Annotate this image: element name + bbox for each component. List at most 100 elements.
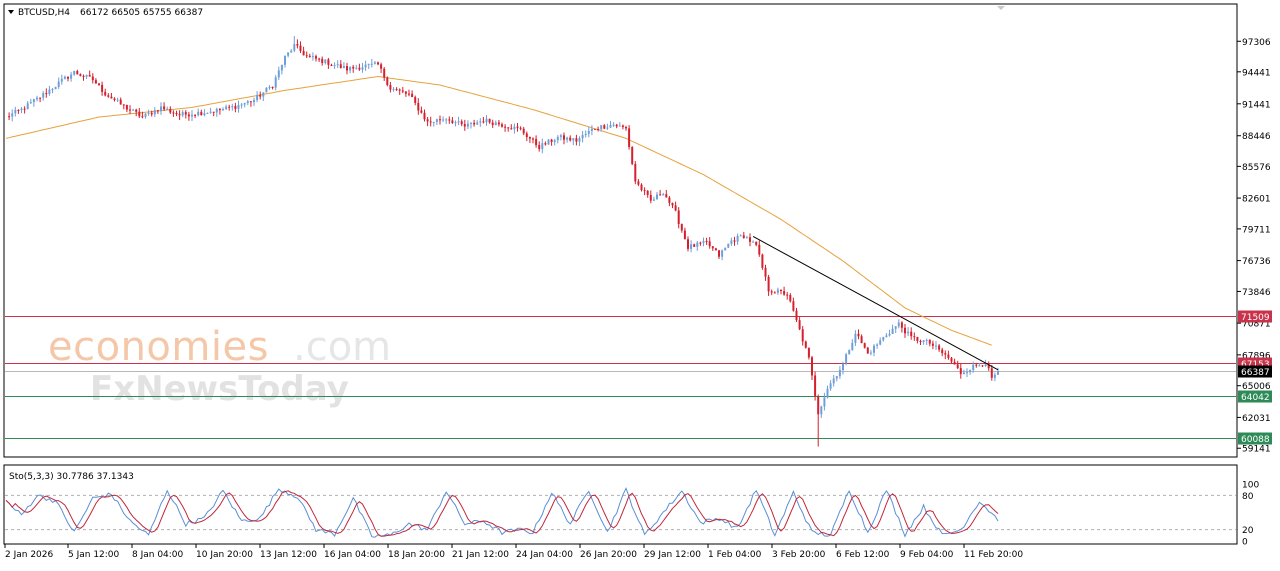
- candle-body: [42, 93, 45, 98]
- candle-body: [569, 137, 572, 141]
- candle-body: [497, 122, 500, 125]
- candle-body: [454, 122, 457, 124]
- candle-body: [249, 101, 252, 103]
- candle-body: [683, 230, 686, 240]
- candle-body: [91, 76, 94, 81]
- candle-body: [928, 339, 931, 344]
- candle-body: [649, 194, 652, 201]
- candle-body: [761, 254, 764, 268]
- candle-body: [944, 353, 947, 355]
- candle-body: [888, 333, 891, 336]
- candle-body: [237, 105, 240, 109]
- candle-body: [476, 122, 479, 125]
- candle-body: [296, 44, 299, 46]
- candle-body: [727, 243, 730, 248]
- candle-body: [671, 202, 674, 206]
- time-tick-label: 2 Jan 2026: [5, 550, 53, 560]
- candle-body: [485, 118, 488, 123]
- candle-body: [367, 63, 370, 65]
- candle-body: [373, 62, 376, 64]
- candle-body: [972, 364, 975, 370]
- candle-body: [271, 86, 274, 88]
- candle-body: [798, 320, 801, 330]
- candle-body: [935, 345, 937, 347]
- candle-body: [860, 336, 863, 344]
- candle-body: [426, 119, 429, 122]
- candle-body: [535, 138, 538, 146]
- candle-body: [51, 89, 54, 91]
- candle-body: [975, 364, 978, 366]
- candle-body: [76, 71, 79, 75]
- candle-body: [342, 66, 345, 68]
- candle-body: [919, 340, 922, 343]
- stochastic-label: Sto(5,3,3) 30.7786 37.1343: [9, 472, 134, 482]
- candle-body: [978, 365, 981, 367]
- candle-body: [528, 137, 531, 139]
- candle-body: [959, 368, 962, 375]
- ohlc-label: 66172 66505 65755 66387: [80, 8, 203, 18]
- time-tick-label: 29 Jan 12:00: [644, 550, 701, 560]
- price-tick-label: 73846: [1242, 288, 1271, 298]
- candle-body: [29, 102, 32, 104]
- candle-body: [668, 197, 671, 203]
- candle-body: [370, 63, 373, 65]
- candle-body: [795, 310, 798, 321]
- candle-body: [160, 106, 162, 112]
- candle-body: [643, 190, 646, 192]
- candle-body: [107, 95, 110, 97]
- candle-body: [832, 378, 835, 384]
- candle-body: [501, 124, 503, 127]
- candle-body: [63, 76, 66, 79]
- watermark: economies .com FxNewsToday: [48, 324, 391, 409]
- candle-body: [187, 114, 190, 117]
- candle-body: [336, 64, 339, 66]
- price-tick-label: 59141: [1242, 445, 1271, 455]
- candle-body: [327, 59, 330, 65]
- candle-body: [125, 105, 128, 110]
- candle-body: [184, 112, 187, 115]
- candle-body: [572, 138, 575, 141]
- candle-body: [401, 90, 404, 92]
- candle-body: [225, 106, 228, 110]
- candle-body: [804, 341, 807, 348]
- candle-body: [122, 104, 125, 106]
- candle-body: [144, 113, 147, 117]
- candle-body: [479, 121, 482, 123]
- time-tick-label: 16 Jan 04:00: [324, 550, 381, 560]
- candle-body: [770, 291, 773, 293]
- candle-body: [690, 244, 693, 249]
- candle-body: [355, 67, 358, 69]
- candle-body: [116, 99, 119, 101]
- candle-body: [280, 64, 283, 71]
- time-tick-label: 8 Jan 04:00: [132, 550, 184, 560]
- candle-body: [714, 248, 717, 251]
- candle-body: [234, 106, 237, 109]
- collapse-triangle-icon[interactable]: [8, 10, 14, 14]
- candle-body: [491, 122, 494, 125]
- candle-body: [411, 93, 414, 98]
- candle-body: [665, 194, 668, 198]
- candle-body: [981, 365, 984, 367]
- candle-body: [792, 301, 795, 311]
- candle-body: [504, 126, 507, 128]
- candle-body: [45, 93, 48, 95]
- candle-body: [262, 92, 265, 97]
- candle-body: [767, 276, 770, 292]
- candle-body: [290, 50, 293, 53]
- candle-body: [947, 354, 950, 358]
- time-tick-label: 13 Jan 12:00: [260, 550, 317, 560]
- stochastic-main-line: [5, 487, 999, 538]
- shift-marker-icon[interactable]: [997, 6, 1005, 10]
- candle-body: [138, 111, 141, 117]
- time-tick-label: 11 Feb 20:00: [964, 550, 1023, 560]
- candle-body: [522, 128, 525, 134]
- candle-body: [380, 64, 383, 69]
- candle-body: [587, 130, 590, 134]
- candle-body: [904, 327, 906, 334]
- descending-trendline[interactable]: [752, 236, 999, 371]
- candle-body: [532, 138, 534, 140]
- candle-body: [175, 113, 178, 115]
- candle-body: [674, 205, 677, 211]
